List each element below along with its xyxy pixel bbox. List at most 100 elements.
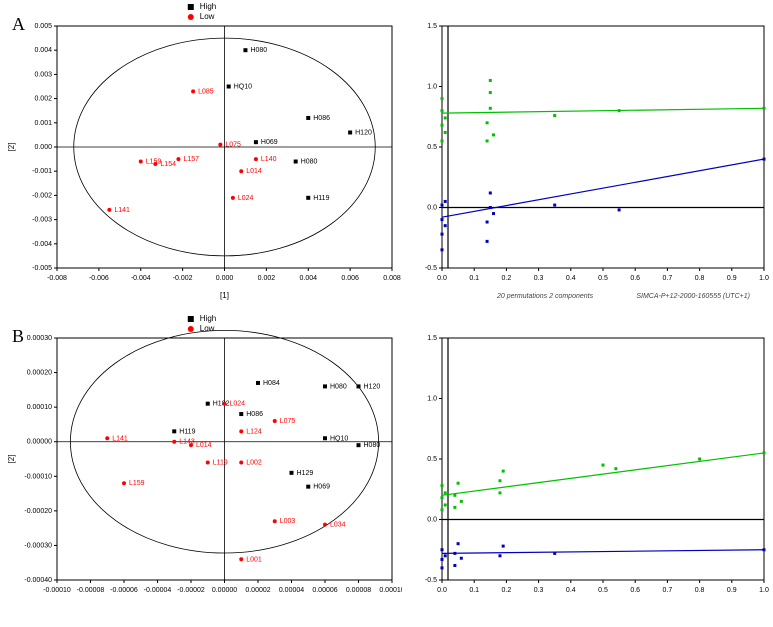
svg-text:0.9: 0.9: [727, 275, 737, 282]
svg-text:H182: H182: [213, 401, 230, 408]
legend-low-label: Low: [200, 324, 215, 334]
svg-text:0.000: 0.000: [216, 275, 234, 282]
svg-text:0.9: 0.9: [727, 587, 737, 594]
svg-text:0.8: 0.8: [695, 587, 705, 594]
svg-text:20 permutations 2 components: 20 permutations 2 components: [496, 293, 594, 300]
svg-text:0.1: 0.1: [469, 587, 479, 594]
svg-text:0.2: 0.2: [502, 587, 512, 594]
svg-text:0.0: 0.0: [437, 587, 447, 594]
panel-b-validation: 0.00.10.20.30.40.50.60.70.80.91.0-0.50.0…: [412, 314, 772, 614]
svg-text:0.1: 0.1: [469, 275, 479, 282]
svg-text:0.00006: 0.00006: [312, 587, 337, 594]
svg-text:0.000: 0.000: [34, 144, 52, 151]
svg-text:L154: L154: [160, 161, 176, 168]
panel-a-validation: 0.00.10.20.30.40.50.60.70.80.91.0-0.50.0…: [412, 2, 772, 302]
panel-b-scatter: High Low -0.00010 -0.00008 -0.00006 -0.0000…: [2, 314, 402, 614]
svg-text:0.00000: 0.00000: [27, 439, 52, 446]
svg-text:L002: L002: [246, 459, 262, 466]
svg-text:H119: H119: [313, 195, 329, 202]
svg-text:L014: L014: [196, 442, 212, 449]
svg-text:L124: L124: [246, 428, 262, 435]
svg-text:0.001: 0.001: [34, 120, 52, 127]
svg-text:0.00008: 0.00008: [346, 587, 371, 594]
svg-text:-0.002: -0.002: [173, 275, 193, 282]
svg-text:0.8: 0.8: [695, 275, 705, 282]
svg-text:-0.00010: -0.00010: [43, 587, 71, 594]
svg-text:-0.00006: -0.00006: [110, 587, 138, 594]
svg-text:L140: L140: [261, 156, 277, 163]
svg-text:L141: L141: [114, 207, 130, 214]
svg-text:0.4: 0.4: [566, 587, 576, 594]
svg-text:0.0: 0.0: [427, 517, 437, 524]
svg-text:0.00010: 0.00010: [379, 587, 402, 594]
svg-text:-0.00030: -0.00030: [24, 542, 52, 549]
svg-text:HQ10: HQ10: [330, 435, 348, 442]
svg-text:-0.006: -0.006: [89, 275, 109, 282]
svg-text:L119: L119: [213, 459, 228, 466]
svg-text:-0.00002: -0.00002: [177, 587, 205, 594]
svg-text:0.00010: 0.00010: [27, 404, 52, 411]
legend-high-label: High: [200, 314, 216, 324]
svg-text:0.004: 0.004: [34, 47, 52, 54]
svg-text:1.0: 1.0: [759, 587, 769, 594]
svg-text:L075: L075: [280, 418, 296, 425]
svg-text:0.6: 0.6: [630, 587, 640, 594]
circle-icon: [188, 14, 194, 20]
svg-text:H069: H069: [261, 139, 278, 146]
svg-text:H129: H129: [297, 470, 314, 477]
svg-text:1.5: 1.5: [427, 335, 437, 342]
svg-text:0.00000: 0.00000: [212, 587, 237, 594]
legend-a: High Low: [188, 2, 216, 22]
svg-text:0.7: 0.7: [663, 275, 673, 282]
svg-text:[2]: [2]: [7, 143, 16, 152]
svg-text:0.4: 0.4: [566, 275, 576, 282]
svg-text:-0.004: -0.004: [131, 275, 151, 282]
panel-a-scatter: High Low -0.008-0.006-0.004-0.0020.0000.…: [2, 2, 402, 302]
svg-text:H120: H120: [364, 383, 381, 390]
svg-text:0.00030: 0.00030: [27, 335, 52, 342]
svg-text:L085: L085: [198, 88, 214, 95]
svg-text:L141: L141: [112, 435, 128, 442]
validation-chart-a: 0.00.10.20.30.40.50.60.70.80.91.0-0.50.0…: [412, 2, 772, 302]
svg-text:1.0: 1.0: [759, 275, 769, 282]
svg-text:-0.001: -0.001: [32, 168, 52, 175]
svg-text:H119: H119: [179, 428, 195, 435]
legend-low-label: Low: [200, 12, 215, 22]
legend-b: High Low: [188, 314, 216, 334]
svg-text:0.003: 0.003: [34, 71, 52, 78]
svg-text:0.6: 0.6: [630, 275, 640, 282]
svg-text:L034: L034: [330, 522, 346, 529]
svg-text:L001: L001: [246, 556, 262, 563]
svg-text:0.2: 0.2: [502, 275, 512, 282]
circle-icon: [188, 326, 194, 332]
svg-text:L003: L003: [280, 518, 296, 525]
svg-text:-0.5: -0.5: [425, 265, 437, 272]
svg-text:-0.00010: -0.00010: [24, 473, 52, 480]
svg-text:L024: L024: [230, 401, 246, 408]
svg-text:L157: L157: [183, 156, 199, 163]
svg-text:H120: H120: [355, 129, 372, 136]
svg-text:L024: L024: [238, 195, 254, 202]
svg-text:H080: H080: [250, 47, 267, 54]
svg-text:-0.00004: -0.00004: [144, 587, 172, 594]
svg-text:-0.002: -0.002: [32, 192, 52, 199]
svg-text:H080: H080: [364, 442, 381, 449]
svg-text:[1]: [1]: [220, 291, 229, 300]
svg-text:0.008: 0.008: [383, 275, 401, 282]
svg-text:[2]: [2]: [7, 455, 16, 464]
svg-text:-0.005: -0.005: [32, 265, 52, 272]
svg-text:H080: H080: [301, 159, 318, 166]
svg-text:0.3: 0.3: [534, 275, 544, 282]
svg-text:1.0: 1.0: [427, 396, 437, 403]
svg-text:0.5: 0.5: [598, 587, 608, 594]
svg-text:0.5: 0.5: [427, 456, 437, 463]
svg-text:HQ10: HQ10: [234, 84, 252, 91]
square-icon: [188, 4, 194, 10]
svg-text:-0.00008: -0.00008: [77, 587, 105, 594]
svg-text:-0.004: -0.004: [32, 241, 52, 248]
scatter-chart-b: -0.00010 -0.00008 -0.00006 -0.00004 -0.00002…: [2, 314, 402, 614]
svg-text:0.7: 0.7: [663, 587, 673, 594]
svg-text:0.005: 0.005: [34, 23, 52, 30]
svg-text:H069: H069: [313, 484, 330, 491]
svg-text:H080: H080: [330, 383, 347, 390]
